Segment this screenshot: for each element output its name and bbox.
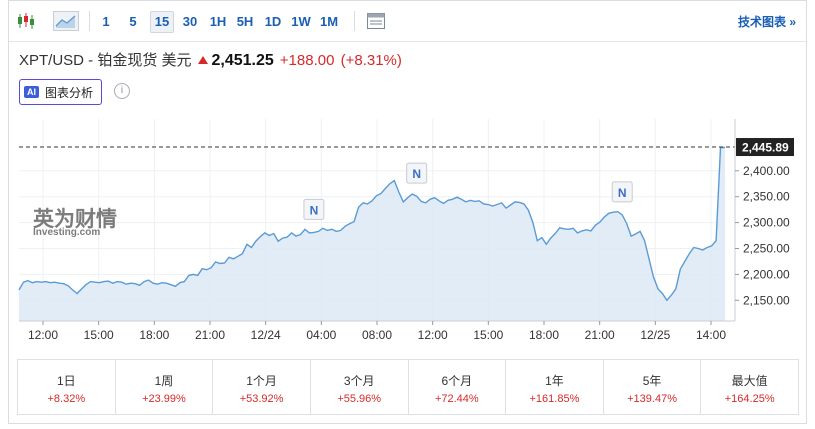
ai-badge: AI: [24, 86, 39, 98]
news-marker-label: N: [310, 203, 319, 217]
y-tick-label: 2,300.00: [743, 216, 790, 230]
x-tick-label: 08:00: [362, 328, 392, 342]
price-area-fill: [19, 147, 725, 321]
performance-change: +72.44%: [434, 393, 479, 405]
instrument-quote: XPT/USD - 铂金现货 美元 2,451.25 +188.00 (+8.31%…: [19, 49, 402, 73]
news-marker: [406, 162, 428, 184]
news-marker-label: N: [412, 167, 421, 181]
performance-period: 1个月: [246, 374, 277, 388]
timeframe-5[interactable]: 5: [129, 14, 137, 29]
price-chart-svg: 2,150.00 2,200.00 2,250.00 2,300.00 2,350.00…: [18, 119, 794, 342]
x-tick-label: 21:00: [195, 328, 225, 342]
performance-period: 6个月: [441, 374, 473, 388]
x-tick-label: 18:00: [139, 328, 169, 342]
technical-chart-link[interactable]: 技术图表 »: [737, 15, 796, 29]
performance-cell[interactable]: 最大值 +164.25%: [701, 360, 798, 414]
performance-change: +23.99%: [142, 393, 186, 405]
performance-period: 1年: [545, 374, 564, 388]
y-tick-label: 2,400.00: [743, 164, 790, 178]
performance-table: 1日 +8.32% 1周 +23.99% 1个月 +53.92% 3个月 +55.96% 6个月…: [17, 359, 799, 415]
timeframe-1m[interactable]: 1M: [319, 14, 339, 29]
performance-change: +53.92%: [239, 393, 284, 405]
x-tick-label: 12:00: [28, 328, 58, 342]
x-tick-label: 14:00: [696, 328, 726, 342]
x-tick-label: 12/24: [251, 328, 281, 342]
performance-cell[interactable]: 1年 +161.85%: [506, 360, 604, 414]
timeframe-1[interactable]: 1: [102, 14, 110, 29]
x-tick-label: 18:00: [529, 328, 559, 342]
info-icon[interactable]: i: [114, 83, 130, 99]
x-tick-label: 15:00: [84, 328, 114, 342]
timeframe-1h[interactable]: 1H: [209, 14, 227, 29]
performance-period: 1周: [154, 374, 174, 388]
timeframe-5h[interactable]: 5H: [236, 14, 254, 29]
performance-cell[interactable]: 6个月 +72.44%: [409, 360, 507, 414]
x-tick-label: 15:00: [473, 328, 503, 342]
performance-cell[interactable]: 1日 +8.32%: [18, 360, 116, 414]
performance-period: 5年: [642, 374, 662, 388]
last-price: 2,451.25: [211, 52, 274, 69]
news-marker: [303, 198, 325, 220]
performance-cell[interactable]: 1周 +23.99%: [116, 360, 214, 414]
last-price-label: 2,445.89: [742, 141, 789, 155]
instrument-name: XPT/USD - 铂金现货 美元: [19, 52, 192, 69]
up-arrow-icon: [197, 56, 208, 64]
performance-change: +139.47%: [627, 393, 677, 405]
y-tick-label: 2,250.00: [743, 241, 790, 255]
price-line: [18, 146, 725, 302]
performance-period: 最大值: [731, 374, 768, 388]
performance-change: +161.85%: [529, 393, 580, 405]
timeframe-15[interactable]: 15: [150, 11, 174, 33]
toolbar-divider: [89, 11, 90, 31]
watermark-logo: 英为财情: [33, 208, 117, 231]
news-marker: [611, 181, 633, 203]
x-tick-label: 12:00: [418, 328, 448, 342]
price-chart[interactable]: 2,150.00 2,200.00 2,250.00 2,300.00 2,350.00…: [9, 113, 808, 357]
timeframe-30[interactable]: 30: [182, 14, 198, 29]
y-tick-label: 2,200.00: [743, 267, 790, 281]
performance-cell[interactable]: 1个月 +53.92%: [213, 360, 311, 414]
performance-period: 3个月: [343, 374, 375, 388]
y-tick-label: 2,150.00: [743, 293, 790, 307]
chart-analysis-label: 图表分析: [45, 85, 94, 100]
chart-analysis-button[interactable]: AI 图表分析: [19, 79, 103, 105]
table-view-icon[interactable]: [365, 11, 387, 31]
timeframe-1w[interactable]: 1W: [291, 14, 311, 29]
chart-widget: 1 5 15 30 1H 5H 1D 1W 1M 技术图表 » XPT/USD …: [8, 0, 807, 424]
x-tick-label: 21:00: [585, 328, 615, 342]
price-change: +188.00: [279, 52, 335, 69]
performance-change: +55.96%: [337, 393, 382, 405]
news-marker-label: N: [618, 186, 627, 200]
y-tick-label: 2,350.00: [743, 190, 790, 204]
price-change-percent: (+8.31%): [340, 52, 402, 69]
last-price-label-box: [736, 138, 794, 157]
candlestick-icon[interactable]: [15, 11, 37, 31]
timeframe-1d[interactable]: 1D: [264, 14, 282, 29]
performance-cell[interactable]: 3个月 +55.96%: [311, 360, 409, 414]
chart-toolbar: 1 5 15 30 1H 5H 1D 1W 1M 技术图表 »: [9, 1, 806, 42]
performance-period: 1日: [56, 374, 76, 388]
x-tick-label: 04:00: [306, 328, 336, 342]
watermark-logo-text: Investing.com: [33, 227, 101, 238]
performance-change: +8.32%: [47, 393, 86, 405]
area-chart-icon[interactable]: [53, 11, 79, 31]
x-tick-label: 12/25: [640, 328, 670, 342]
toolbar-divider: [354, 11, 355, 31]
performance-cell[interactable]: 5年 +139.47%: [604, 360, 702, 414]
performance-change: +164.25%: [724, 393, 775, 405]
